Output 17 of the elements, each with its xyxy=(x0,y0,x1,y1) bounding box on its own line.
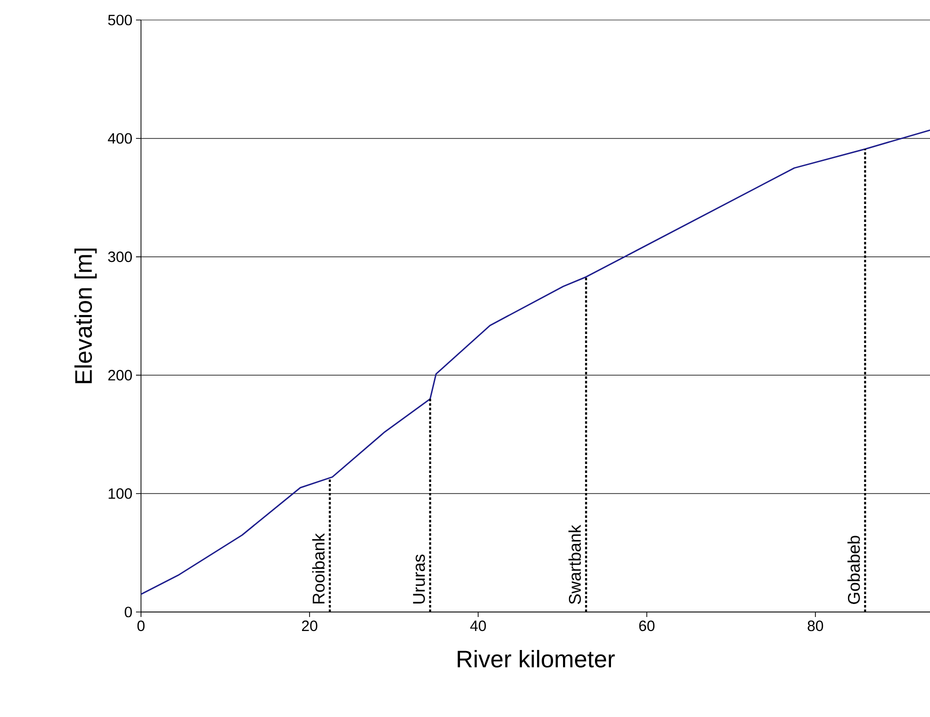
y-tick-label: 500 xyxy=(108,14,132,26)
ref-line-label: Ururas xyxy=(413,554,425,604)
y-tick-label: 0 xyxy=(124,606,132,618)
ref-line-label: Rooibank xyxy=(312,533,325,604)
x-tick-label: 20 xyxy=(302,620,318,632)
y-tick-label: 400 xyxy=(108,133,132,144)
ref-line-label: Gobabeb xyxy=(847,536,860,604)
x-tick-label: 60 xyxy=(639,620,654,632)
y-axis-title: Elevation [m] xyxy=(74,248,97,384)
y-tick-label: 300 xyxy=(108,252,132,262)
y-tick-label: 200 xyxy=(108,370,132,380)
x-tick-label: 40 xyxy=(470,620,486,632)
x-tick-label: 0 xyxy=(137,620,145,632)
x-tick-label: 80 xyxy=(808,620,824,632)
y-tick-label: 100 xyxy=(108,488,132,499)
ref-line-label: Swartbank xyxy=(568,524,581,604)
x-axis-title: River kilometer xyxy=(458,650,615,668)
